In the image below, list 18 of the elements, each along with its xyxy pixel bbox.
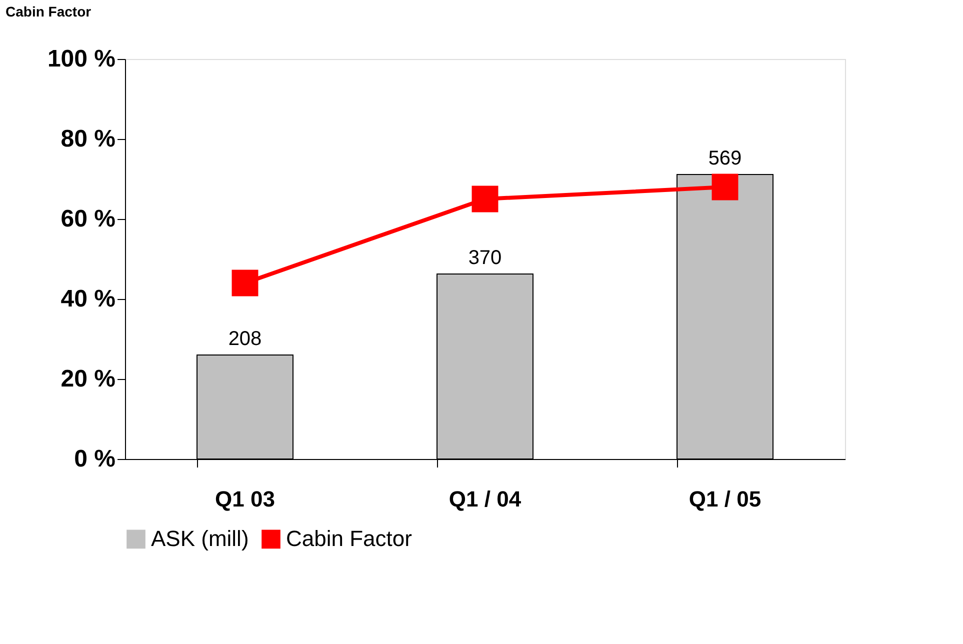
- data-label: 569: [708, 148, 742, 170]
- y-tick-label: 0 %: [74, 446, 116, 472]
- point: [712, 174, 738, 200]
- point: [472, 186, 498, 212]
- x-tick-label: Q1 03: [215, 486, 275, 512]
- x-tick-label: Q1 / 05: [688, 486, 762, 512]
- data-label: 370: [468, 247, 502, 269]
- x-tick-label: Q1 / 04: [448, 486, 522, 512]
- point: [232, 270, 258, 296]
- y-tick-label: 80 %: [60, 126, 116, 152]
- legend-label: ASK (mill): [151, 526, 249, 552]
- y-tick-label: 20 %: [60, 366, 116, 392]
- y-tick-label: 40 %: [60, 286, 116, 312]
- y-axis-title: Cabin Factor: [6, 4, 92, 20]
- legend-label: Cabin Factor: [286, 526, 412, 552]
- y-tick-label: 100 %: [47, 46, 116, 72]
- y-tick-label: 60 %: [60, 206, 116, 232]
- data-label: 208: [228, 328, 262, 350]
